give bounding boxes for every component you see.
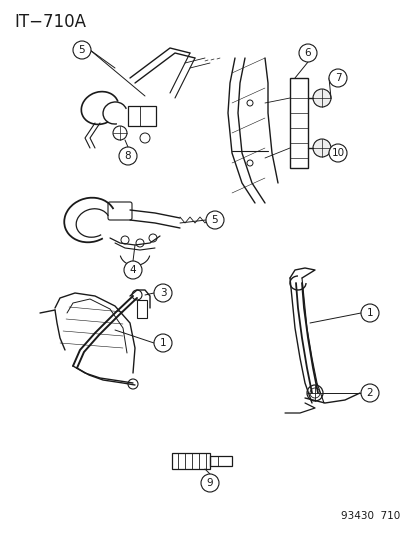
Text: 10: 10	[331, 148, 344, 158]
Circle shape	[73, 41, 91, 59]
Text: 6: 6	[304, 48, 311, 58]
Circle shape	[328, 69, 346, 87]
Text: 7: 7	[334, 73, 340, 83]
Text: 93430  710: 93430 710	[340, 511, 399, 521]
Circle shape	[206, 211, 223, 229]
Text: 2: 2	[366, 388, 373, 398]
Circle shape	[154, 334, 171, 352]
Circle shape	[360, 304, 378, 322]
Text: 9: 9	[206, 478, 213, 488]
Text: 5: 5	[211, 215, 218, 225]
Circle shape	[154, 284, 171, 302]
Circle shape	[312, 89, 330, 107]
Text: 3: 3	[159, 288, 166, 298]
Circle shape	[124, 261, 142, 279]
Circle shape	[298, 44, 316, 62]
Text: IT−710A: IT−710A	[14, 13, 86, 31]
Circle shape	[360, 384, 378, 402]
Circle shape	[201, 474, 218, 492]
Circle shape	[119, 147, 137, 165]
Text: 5: 5	[78, 45, 85, 55]
Text: 8: 8	[124, 151, 131, 161]
Circle shape	[328, 144, 346, 162]
Text: 4: 4	[129, 265, 136, 275]
Text: 1: 1	[159, 338, 166, 348]
Circle shape	[312, 139, 330, 157]
Text: 1: 1	[366, 308, 373, 318]
